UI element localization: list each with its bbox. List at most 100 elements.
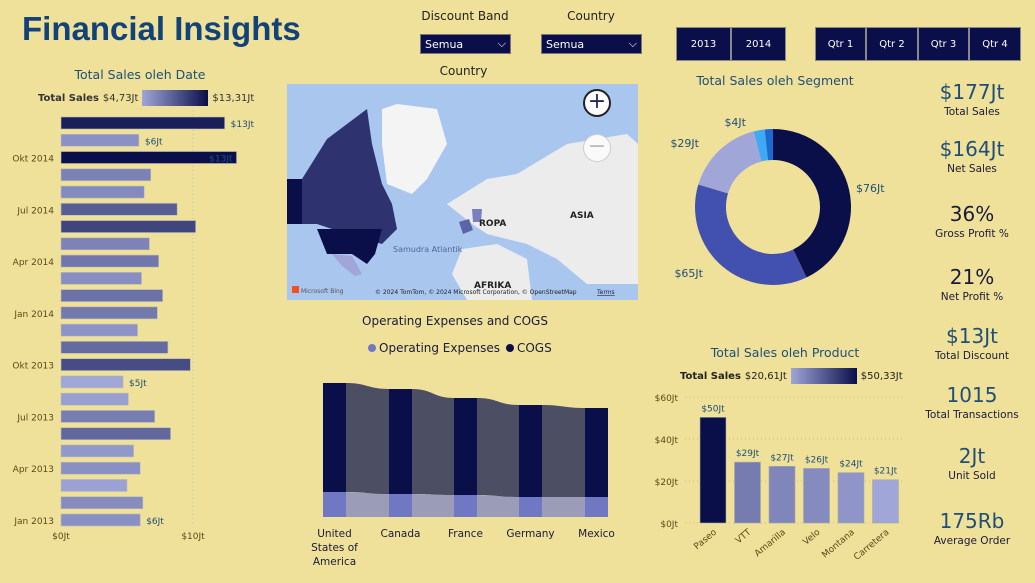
date-data-label: $5Jt [129,379,147,389]
canada-shape [287,109,397,244]
segment-data-label: $4Jt [724,116,746,129]
terms-link[interactable]: Terms [596,289,615,296]
kpi-value: 21% [949,265,995,289]
france-shape [459,219,473,234]
date-tick-label: Jan 2014 [13,310,54,320]
country-label: Country [567,9,615,23]
kpi-net-profit: 21% Net Profit % [917,265,1027,303]
discount-band-value: Semua [425,37,464,51]
country-category-label: United [317,528,352,540]
date-bar [60,168,152,182]
date-data-label: $13Jt [231,120,255,130]
kpi-total-transactions: 1015 Total Transactions [917,383,1027,421]
date-bar [60,410,156,423]
product-bar-chart: $0Jt $20Jt $40Jt $60Jt $50Jt Paseo $29Jt VTT $27… [655,394,902,563]
mexico-shape [332,254,362,276]
kpi-label: Net Sales [947,163,997,175]
ribbon-chart-title: Operating Expenses and COGS [362,314,548,328]
date-bar [60,392,129,406]
legend-label: Total Sales [680,370,741,382]
kpi-value: 175Rb [939,509,1005,533]
country-map[interactable]: ROPA ASIA AFRIKA Samudra Atlantik Micros… [287,84,638,300]
date-tick-label: Apr 2013 [13,465,54,475]
date-bar [60,375,124,389]
date-data-label: $6Jt [146,517,164,527]
year-2013-button[interactable]: 2013 [676,27,731,61]
legend-label: Total Sales [38,92,99,104]
country-dropdown[interactable]: Semua ⌵ [541,34,642,54]
country-category-label: France [448,528,483,540]
kpi-label: Average Order [933,535,1011,547]
segment-slice [695,184,807,285]
product-category-label: Amarilla [753,528,788,560]
date-bar [60,513,141,527]
legend-gradient [142,90,209,106]
date-bar [60,496,144,510]
date-tick-label: Jul 2014 [16,206,54,216]
cogs-bar [389,389,412,494]
date-bar [60,461,141,475]
germany-shape [472,209,482,222]
kpi-label: Total Transactions [925,409,1019,421]
segment-donut-chart: $76Jt $65Jt $29Jt $4Jt [670,116,885,285]
date-tick-label: Okt 2014 [12,155,54,165]
legend-min: $4,73Jt [102,92,139,104]
product-bar [699,417,727,524]
date-data-label: $6Jt [145,137,163,147]
date-bar-chart: $13Jt $6Jt Okt 2014 $13Jt Jul 2014 Apr 2014 Ja… [12,110,255,542]
greenland-shape [382,104,447,194]
legend-gradient [790,368,857,384]
date-tick-label: Apr 2014 [13,258,55,268]
cogs-ribbon [477,398,519,497]
kpi-label: Gross Profit % [935,228,1009,240]
y-tick-label: $20Jt [655,478,679,488]
x-tick-label: $10Jt [181,532,205,542]
product-bar [837,472,865,524]
discount-band-label: Discount Band [421,9,509,23]
eurasia-shape [447,134,638,284]
product-chart-title: Total Sales oleh Product [710,345,860,360]
legend-min: $20,61Jt [744,370,787,382]
date-bar [60,220,196,233]
page-title: Financial Insights [22,10,301,47]
product-chart-legend: Total Sales $20,61Jt $50,33Jt [680,368,903,384]
y-tick-label: $0Jt [660,520,678,530]
ocean-label: Samudra Atlantik [393,245,463,254]
date-bar [60,151,237,164]
kpi-gross-profit: 36% Gross Profit % [917,202,1027,240]
kpi-value: $164Jt [939,137,1005,161]
segment-data-label: $76Jt [856,182,885,195]
date-bar [60,203,178,216]
kpi-label: Unit Sold [948,470,996,482]
country-category-label: America [313,556,356,568]
map-title: Country [439,64,488,78]
chevron-down-icon: ⌵ [497,37,506,50]
cogs-ribbon [542,405,585,497]
segment-slice [698,131,762,194]
bing-logo-icon [292,286,299,293]
zoom-in-button[interactable]: + [583,89,611,117]
opex-bar [323,492,346,517]
qtr3-button[interactable]: Qtr 3 [918,27,969,61]
country-category-label: Germany [506,528,554,540]
date-bar [60,323,138,337]
kpi-label: Total Sales [944,106,1000,118]
product-category-label: Velo [801,527,822,547]
qtr1-button[interactable]: Qtr 1 [815,27,866,61]
qtr2-button[interactable]: Qtr 2 [866,27,918,61]
discount-band-dropdown[interactable]: Semua ⌵ [420,34,511,54]
qtr4-button[interactable]: Qtr 4 [969,27,1021,61]
zoom-out-button[interactable]: − [583,134,611,162]
segment-data-label: $29Jt [670,137,699,150]
country-category-label: States of [311,542,358,554]
year-2014-button[interactable]: 2014 [731,27,786,61]
date-bar [60,272,142,285]
cogs-bar [454,398,477,495]
asia-label: ASIA [570,211,594,221]
africa-label: AFRIKA [474,281,511,291]
country-value: Semua [546,37,585,51]
segment-data-label: $65Jt [674,267,703,280]
date-chart-title: Total Sales oleh Date [74,67,206,82]
product-data-label: $26Jt [805,455,829,465]
product-data-label: $24Jt [839,460,863,470]
